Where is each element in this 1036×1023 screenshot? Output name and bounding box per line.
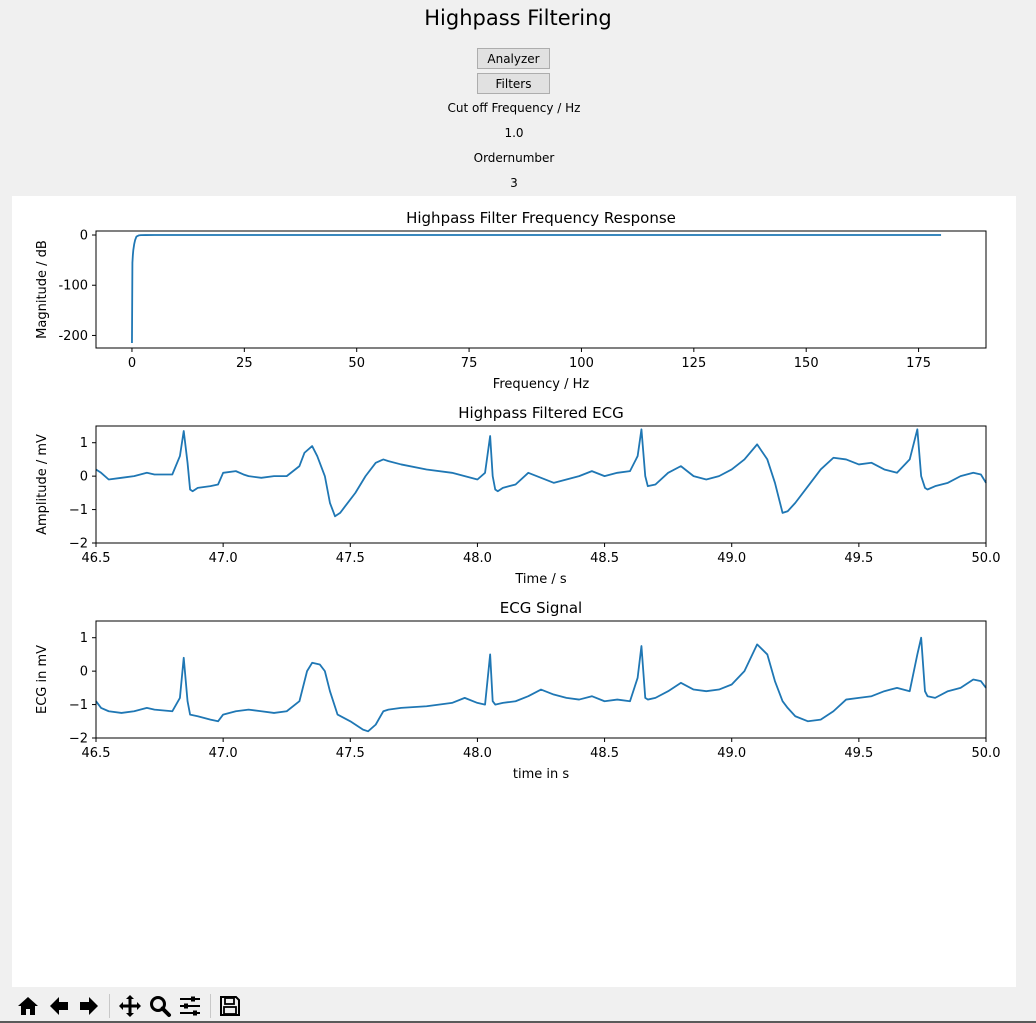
x-tick-label: 49.5 bbox=[844, 746, 873, 761]
order-number-value: 3 bbox=[510, 176, 518, 190]
y-tick-label: 0 bbox=[80, 229, 88, 244]
x-tick-label: 50.0 bbox=[972, 551, 1001, 566]
home-button[interactable] bbox=[14, 992, 42, 1020]
x-tick-label: 48.5 bbox=[590, 746, 619, 761]
toolbar-separator bbox=[109, 994, 110, 1018]
x-tick-label: 48.5 bbox=[590, 551, 619, 566]
x-tick-label: 0 bbox=[128, 356, 136, 371]
save-button[interactable] bbox=[216, 992, 244, 1020]
y-tick-label: −2 bbox=[69, 732, 88, 747]
axes-frame bbox=[95, 425, 987, 544]
back-arrow-icon bbox=[50, 997, 68, 1015]
pan-button[interactable] bbox=[116, 992, 144, 1020]
app-title: Highpass Filtering bbox=[424, 6, 612, 30]
x-tick-label: 75 bbox=[461, 356, 478, 371]
back-button[interactable] bbox=[45, 992, 73, 1020]
axes-frame bbox=[95, 620, 987, 739]
x-tick-label: 48.0 bbox=[463, 746, 492, 761]
analyzer-button[interactable]: Analyzer bbox=[477, 48, 550, 69]
x-tick-label: 49.0 bbox=[717, 746, 746, 761]
y-tick-label: 0 bbox=[80, 470, 88, 485]
configure-subplots-button[interactable] bbox=[176, 992, 204, 1020]
x-axis-label: Time / s bbox=[514, 572, 566, 587]
x-axis-label: time in s bbox=[513, 767, 569, 782]
x-tick-label: 175 bbox=[906, 356, 931, 371]
x-tick-label: 46.5 bbox=[82, 551, 111, 566]
axes-frame bbox=[95, 230, 987, 349]
y-tick-label: −2 bbox=[69, 537, 88, 552]
y-tick-label: −1 bbox=[69, 503, 88, 518]
chart-title: ECG Signal bbox=[500, 599, 582, 617]
navigation-toolbar bbox=[0, 988, 1036, 1023]
x-tick-label: 47.0 bbox=[209, 746, 238, 761]
x-tick-label: 50.0 bbox=[972, 746, 1001, 761]
series-line bbox=[131, 234, 942, 343]
forward-button[interactable] bbox=[75, 992, 103, 1020]
y-tick-label: -100 bbox=[58, 279, 88, 294]
toolbar-separator bbox=[210, 994, 211, 1018]
x-tick-label: 100 bbox=[569, 356, 594, 371]
window-bottom-edge bbox=[0, 1021, 1036, 1023]
home-icon bbox=[18, 997, 38, 1015]
subplots-configure-icon bbox=[180, 996, 200, 1016]
y-axis-label: ECG in mV bbox=[35, 645, 50, 714]
cutoff-frequency-value: 1.0 bbox=[504, 126, 524, 140]
plot-figure: Highpass Filter Frequency Response Freque… bbox=[35, 209, 1001, 782]
order-number-label: Ordernumber bbox=[473, 151, 555, 165]
pan-icon bbox=[119, 995, 141, 1017]
plot-canvas[interactable]: Highpass Filter Frequency Response Freque… bbox=[12, 196, 1016, 987]
zoom-icon bbox=[150, 996, 171, 1017]
x-tick-label: 47.5 bbox=[336, 551, 365, 566]
save-icon bbox=[220, 996, 240, 1016]
chart-title: Highpass Filtered ECG bbox=[458, 404, 624, 422]
series-line bbox=[95, 636, 987, 733]
y-axis-label: Magnitude / dB bbox=[35, 240, 50, 339]
chart-title: Highpass Filter Frequency Response bbox=[406, 209, 676, 227]
x-tick-label: 25 bbox=[236, 356, 253, 371]
y-axis-label: Amplitude / mV bbox=[35, 434, 50, 535]
x-tick-label: 48.0 bbox=[463, 551, 492, 566]
x-axis-label: Frequency / Hz bbox=[493, 377, 590, 392]
x-tick-label: 47.0 bbox=[209, 551, 238, 566]
x-tick-label: 150 bbox=[794, 356, 819, 371]
y-tick-label: −1 bbox=[69, 698, 88, 713]
forward-arrow-icon bbox=[80, 997, 98, 1015]
x-tick-label: 125 bbox=[681, 356, 706, 371]
x-tick-label: 49.0 bbox=[717, 551, 746, 566]
filters-button[interactable]: Filters bbox=[477, 73, 550, 94]
y-tick-label: 1 bbox=[80, 436, 88, 451]
zoom-button[interactable] bbox=[146, 992, 174, 1020]
x-tick-label: 46.5 bbox=[82, 746, 111, 761]
y-tick-label: 0 bbox=[80, 665, 88, 680]
series-line bbox=[95, 428, 987, 518]
y-tick-label: 1 bbox=[80, 631, 88, 646]
x-tick-label: 49.5 bbox=[844, 551, 873, 566]
cutoff-frequency-label: Cut off Frequency / Hz bbox=[447, 101, 581, 115]
x-tick-label: 47.5 bbox=[336, 746, 365, 761]
y-tick-label: -200 bbox=[58, 329, 88, 344]
x-tick-label: 50 bbox=[348, 356, 365, 371]
